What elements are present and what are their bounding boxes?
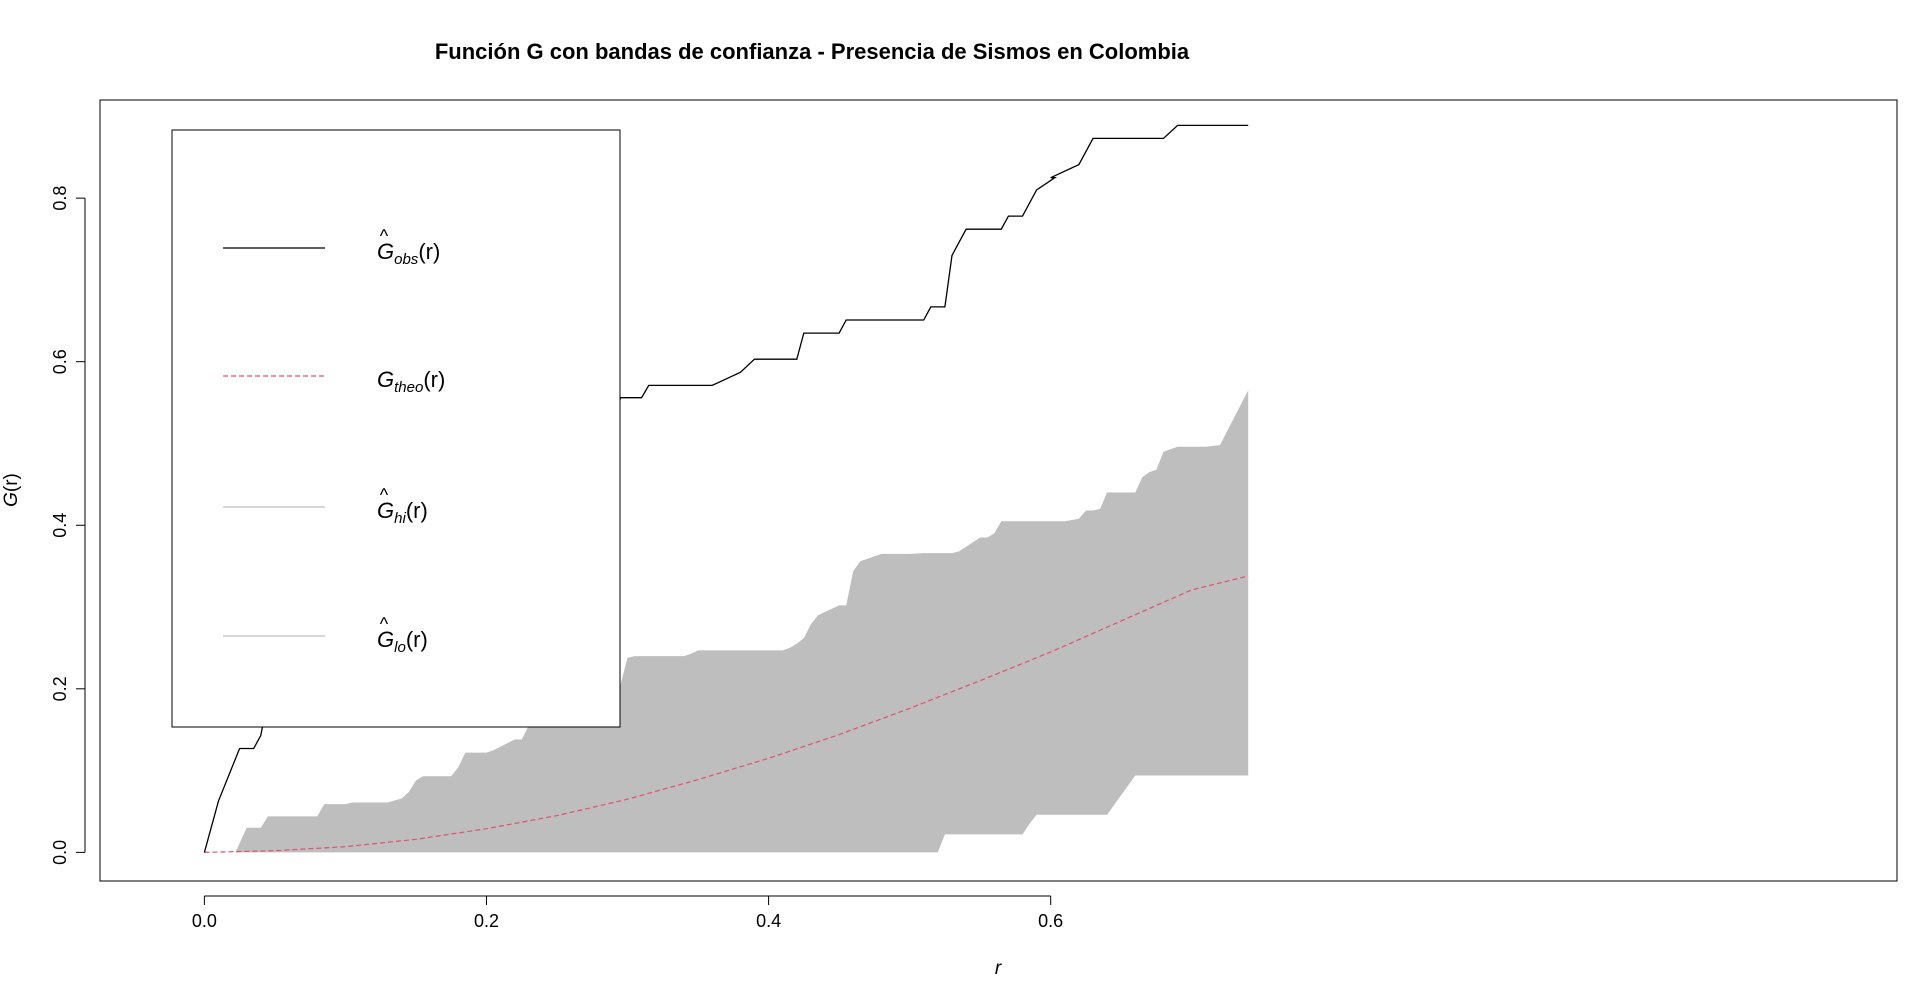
confidence-band (235, 390, 1249, 853)
legend-label-base: G (377, 627, 394, 652)
legend-label-hi: Ghi(r) (377, 498, 428, 527)
legend-hat-mark: ^ (380, 226, 389, 246)
legend-item-obs: Gobs(r)^ (223, 226, 440, 268)
confidence-band-layer (235, 390, 1249, 853)
x-tick-label: 0.4 (756, 911, 781, 931)
legend-label-arg: (r) (406, 498, 428, 523)
legend-label-sub: theo (394, 379, 423, 396)
y-tick-label: 0.6 (50, 349, 70, 374)
legend-item-hi: Ghi(r)^ (223, 485, 428, 527)
x-axis-label: r (995, 958, 1002, 979)
y-tick-label: 0.0 (50, 840, 70, 865)
legend-label-arg: (r) (423, 367, 445, 392)
legend-label-sub: lo (394, 639, 406, 656)
y-axis-label: G(r) (1, 473, 22, 507)
chart-title: Función G con bandas de confianza - Pres… (435, 39, 1190, 64)
legend-label-sub: obs (394, 251, 419, 268)
y-axis: 0.0 0.2 0.4 0.6 0.8 (50, 186, 86, 865)
x-tick-label: 0.6 (1038, 911, 1063, 931)
legend: Gobs(r)^Gtheo(r)Ghi(r)^Glo(r)^ (171, 129, 621, 728)
legend-item-lo: Glo(r)^ (223, 614, 428, 656)
legend-label-sub: hi (394, 510, 406, 527)
legend-hat-mark: ^ (380, 614, 389, 634)
legend-label-base: G (377, 367, 394, 392)
x-axis: 0.0 0.2 0.4 0.6 (192, 895, 1063, 931)
legend-label-theo: Gtheo(r) (377, 367, 445, 396)
legend-label-base: G (377, 498, 394, 523)
legend-label-arg: (r) (418, 239, 440, 264)
legend-item-theo: Gtheo(r) (223, 367, 445, 396)
y-axis-label-arg: (r) (1, 473, 22, 492)
y-axis-label-base: G (1, 492, 22, 507)
legend-hat-mark: ^ (380, 485, 389, 505)
legend-label-obs: Gobs(r) (377, 239, 440, 268)
plot-frame (99, 99, 1898, 882)
y-tick-label: 0.2 (50, 676, 70, 701)
legend-label-lo: Glo(r) (377, 627, 428, 656)
y-tick-label: 0.4 (50, 513, 70, 538)
y-tick-label: 0.8 (50, 186, 70, 211)
legend-label-base: G (377, 239, 394, 264)
legend-label-arg: (r) (406, 627, 428, 652)
legend-box (171, 129, 621, 728)
series-line-theo (204, 575, 1249, 853)
x-tick-label: 0.0 (192, 911, 217, 931)
x-tick-label: 0.2 (474, 911, 499, 931)
